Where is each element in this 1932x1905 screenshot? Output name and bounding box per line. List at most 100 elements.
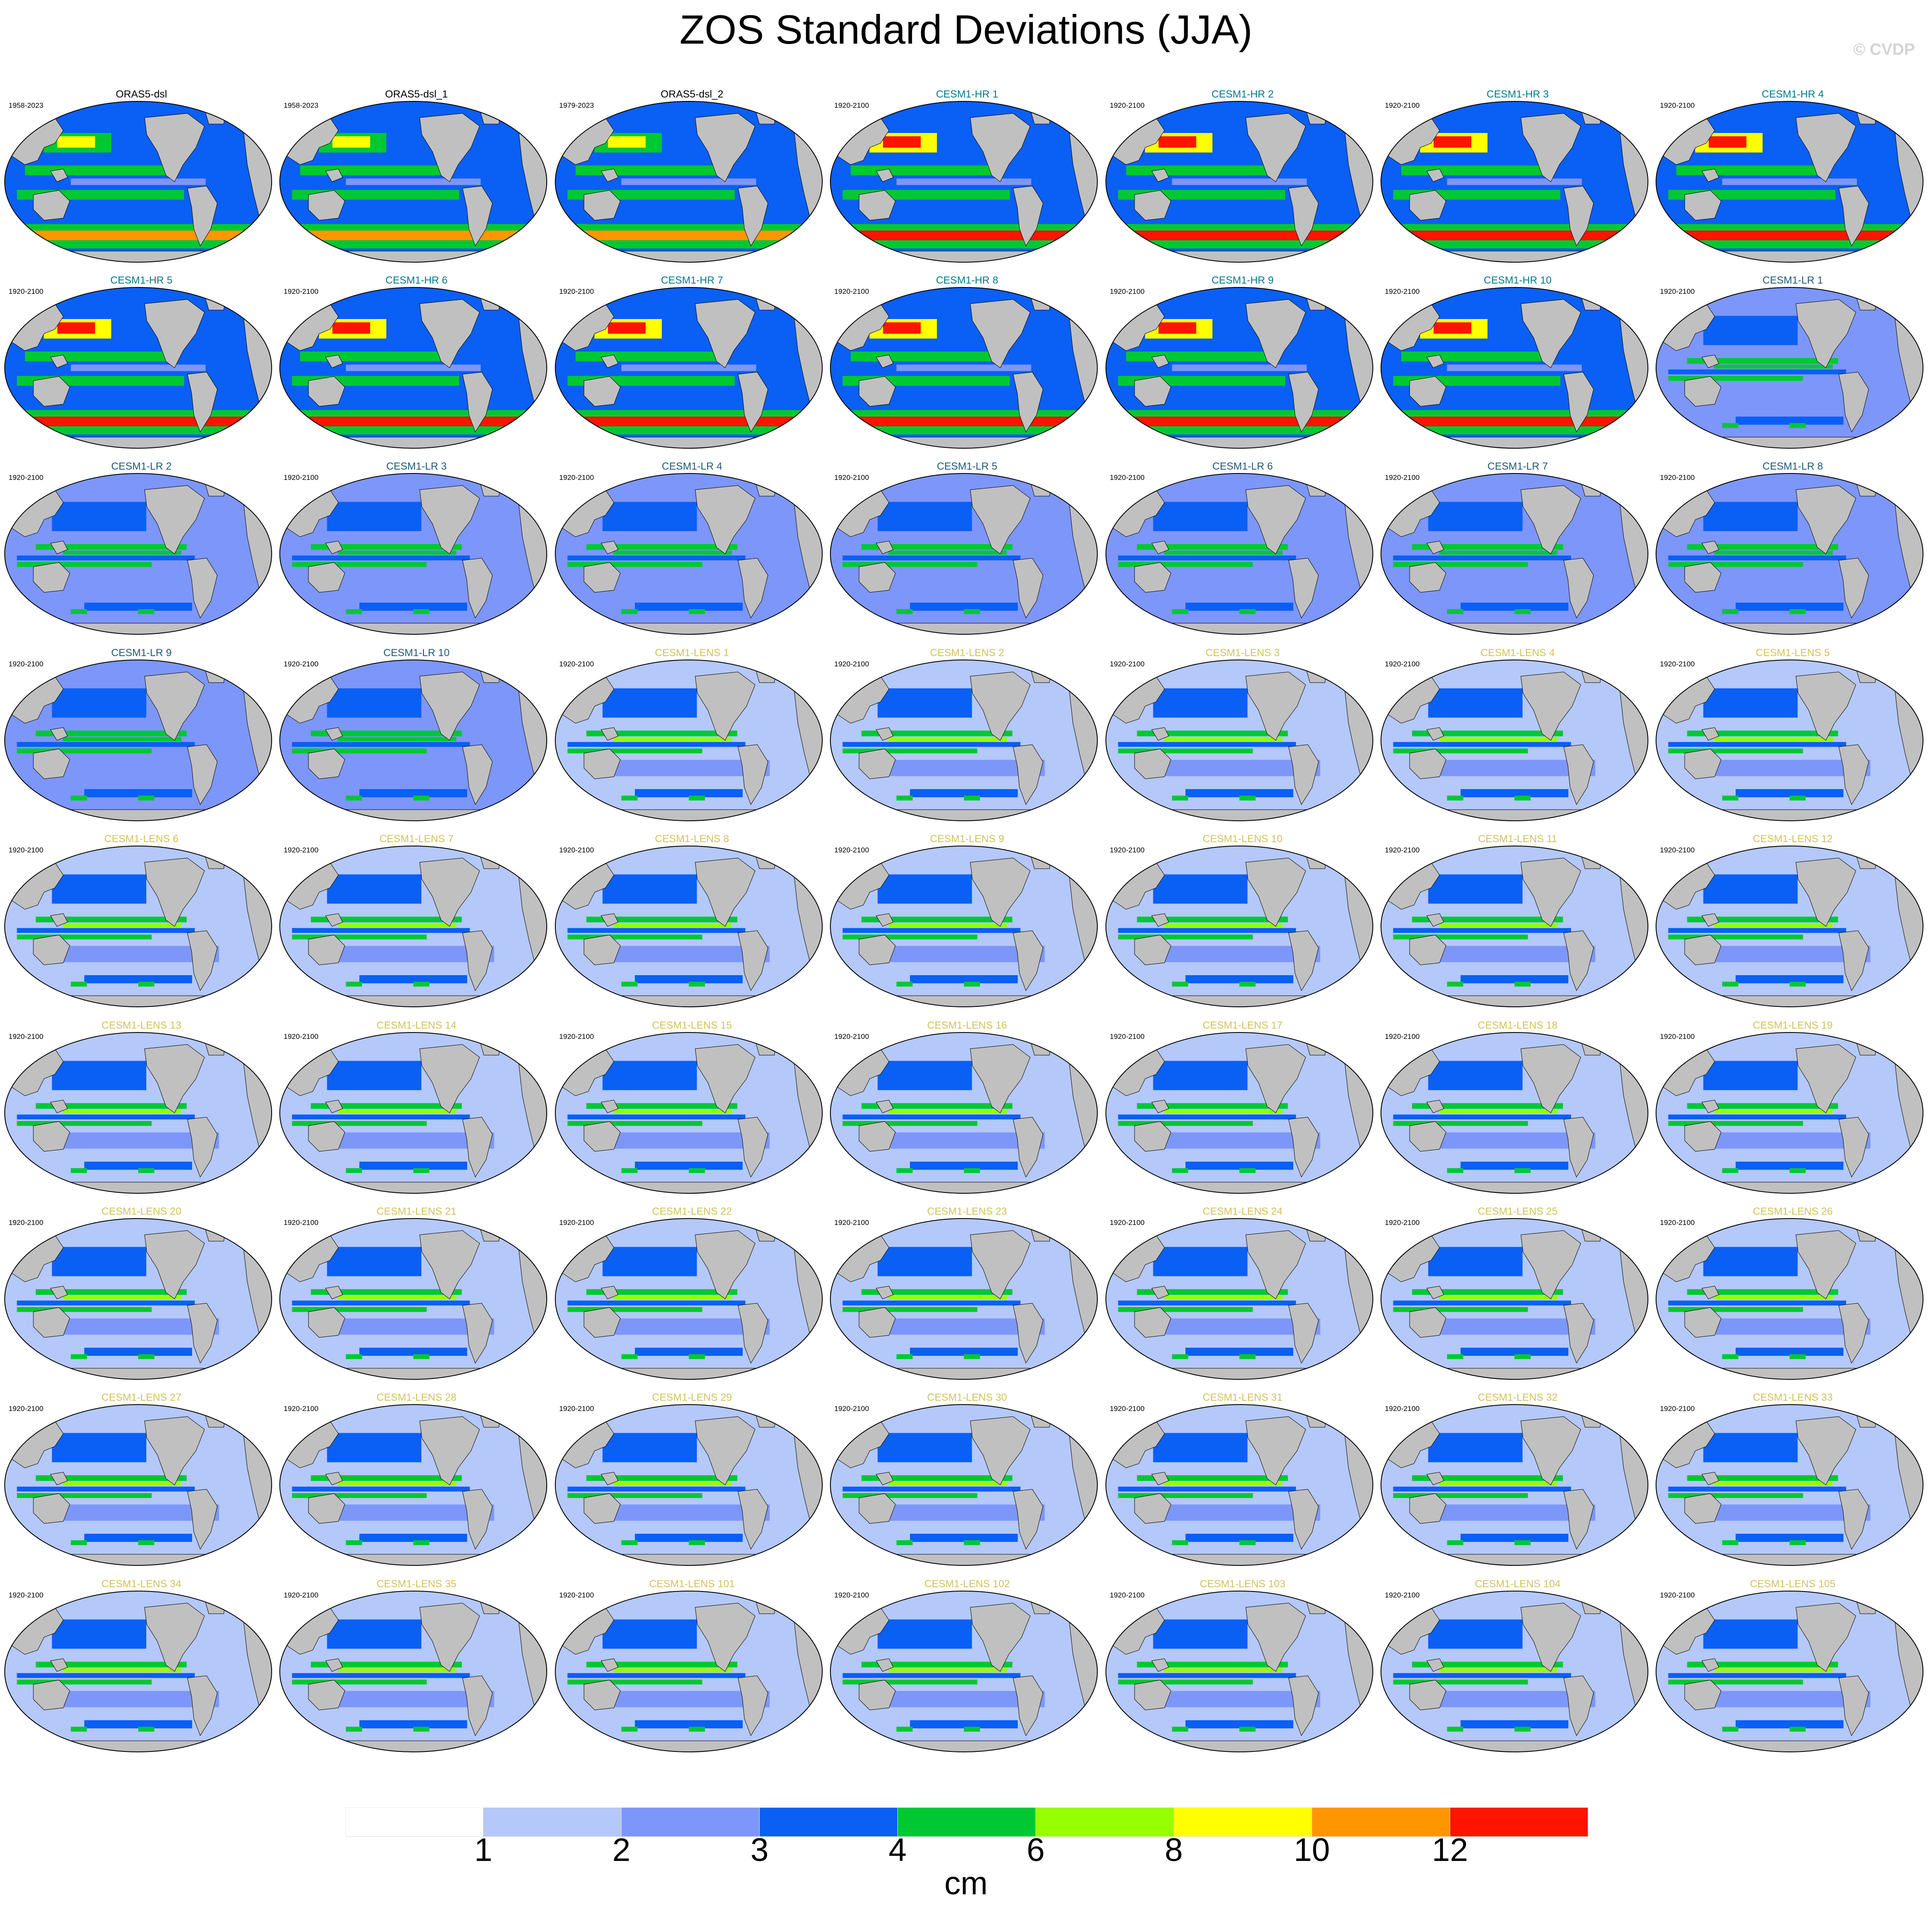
colorbar-swatch xyxy=(1449,1807,1588,1837)
panel-years: 1920-2100 xyxy=(834,1405,869,1413)
panel-title: CESM1-LENS 18 xyxy=(1478,1020,1558,1031)
map-panel: 1920-2100 CESM1-LENS 26 xyxy=(1655,1205,1931,1384)
panel-years: 1920-2100 xyxy=(9,1591,44,1599)
panel-title: CESM1-LENS 33 xyxy=(1753,1392,1833,1403)
panel-title: CESM1-LENS 25 xyxy=(1478,1206,1558,1217)
panel-map xyxy=(1381,1218,1648,1380)
panel-years: 1920-2100 xyxy=(1385,1591,1420,1599)
panel-title: ORAS5-dsl xyxy=(116,89,167,100)
map-panel: 1920-2100 CESM1-LENS 31 xyxy=(1105,1391,1381,1571)
panel-years: 1920-2100 xyxy=(9,287,44,296)
panel-map xyxy=(279,1591,547,1752)
panel-years: 1920-2100 xyxy=(284,287,319,296)
panel-title: CESM1-LENS 7 xyxy=(379,833,454,845)
panel-years: 1920-2100 xyxy=(1660,101,1695,109)
panel-years: 1920-2100 xyxy=(559,1405,594,1413)
map-panel: 1920-2100 CESM1-LENS 7 xyxy=(279,832,554,1012)
map-panel: 1920-2100 CESM1-HR 8 xyxy=(829,274,1105,453)
panel-title: CESM1-LENS 2 xyxy=(930,647,1005,659)
map-panel: 1920-2100 CESM1-LENS 4 xyxy=(1380,646,1656,826)
colorbar-swatch xyxy=(483,1807,622,1837)
map-panel: 1920-2100 CESM1-LENS 20 xyxy=(3,1205,279,1384)
colorbar-swatch xyxy=(621,1807,760,1837)
panel-title: CESM1-LENS 31 xyxy=(1203,1392,1283,1403)
map-panel: 1920-2100 CESM1-HR 4 xyxy=(1655,88,1931,267)
panel-title: CESM1-LENS 6 xyxy=(104,833,179,845)
panel-title: CESM1-LENS 17 xyxy=(1203,1020,1283,1031)
panel-years: 1920-2100 xyxy=(284,660,319,668)
panel-map xyxy=(279,101,547,263)
panel-title: CESM1-LENS 23 xyxy=(927,1206,1007,1217)
panel-title: ORAS5-dsl_2 xyxy=(661,89,723,100)
panel-years: 1979-2023 xyxy=(559,101,594,109)
map-panel: 1920-2100 CESM1-LENS 35 xyxy=(279,1577,554,1757)
panel-years: 1920-2100 xyxy=(1660,287,1695,296)
panel-map xyxy=(1105,1404,1373,1566)
panel-map xyxy=(830,1032,1098,1194)
panel-years: 1958-2023 xyxy=(9,101,44,109)
map-panel: 1920-2100 CESM1-LENS 24 xyxy=(1105,1205,1381,1384)
panel-title: CESM1-HR 3 xyxy=(1486,89,1549,100)
panel-map xyxy=(555,1218,823,1380)
map-panel: 1958-2023 ORAS5-dsl_1 xyxy=(279,88,554,267)
panel-map xyxy=(830,287,1098,449)
panel-years: 1920-2100 xyxy=(284,1591,319,1599)
colorbar-tick-label: 3 xyxy=(750,1832,769,1868)
panel-map xyxy=(1105,101,1373,263)
map-panel: 1920-2100 CESM1-LR 3 xyxy=(279,460,554,639)
map-panel: 1920-2100 CESM1-LENS 15 xyxy=(554,1019,830,1198)
panel-map xyxy=(4,1591,272,1752)
panel-map xyxy=(830,846,1098,1007)
panel-title: CESM1-LENS 101 xyxy=(649,1578,735,1590)
colorbar-tick-label: 12 xyxy=(1431,1832,1468,1868)
panel-title: CESM1-LENS 15 xyxy=(652,1020,732,1031)
panel-years: 1920-2100 xyxy=(1660,473,1695,482)
panel-years: 1920-2100 xyxy=(1385,1032,1420,1041)
panel-map xyxy=(4,1218,272,1380)
panel-map xyxy=(4,1404,272,1566)
panel-years: 1920-2100 xyxy=(9,846,44,854)
panel-map xyxy=(279,1218,547,1380)
map-panel: 1920-2100 CESM1-HR 5 xyxy=(3,274,279,453)
panel-title: CESM1-LENS 30 xyxy=(927,1392,1007,1403)
panel-years: 1920-2100 xyxy=(1660,1591,1695,1599)
panel-title: CESM1-LENS 21 xyxy=(376,1206,456,1217)
map-panel: 1920-2100 CESM1-HR 3 xyxy=(1380,88,1656,267)
figure-title: ZOS Standard Deviations (JJA) xyxy=(679,7,1253,53)
panel-title: CESM1-HR 9 xyxy=(1211,275,1274,286)
panel-title: CESM1-LENS 19 xyxy=(1753,1020,1833,1031)
map-panel: 1920-2100 CESM1-LENS 12 xyxy=(1655,832,1931,1012)
panel-map xyxy=(4,846,272,1007)
panel-map xyxy=(830,1591,1098,1752)
panel-map xyxy=(1105,660,1373,821)
panel-map xyxy=(830,660,1098,821)
panel-map xyxy=(1381,1591,1648,1752)
map-panel: 1920-2100 CESM1-LR 8 xyxy=(1655,460,1931,639)
colorbar-swatch xyxy=(1035,1807,1174,1837)
map-panel: 1920-2100 CESM1-LR 2 xyxy=(3,460,279,639)
panel-map xyxy=(1381,846,1648,1007)
map-panel: 1920-2100 CESM1-LENS 5 xyxy=(1655,646,1931,826)
map-panel: 1920-2100 CESM1-LENS 11 xyxy=(1380,832,1656,1012)
panel-map xyxy=(4,101,272,263)
map-panel: 1979-2023 ORAS5-dsl_2 xyxy=(554,88,830,267)
panel-title: CESM1-LENS 11 xyxy=(1478,833,1557,845)
map-panel: 1920-2100 CESM1-LR 6 xyxy=(1105,460,1381,639)
map-panel: 1920-2100 CESM1-LENS 17 xyxy=(1105,1019,1381,1198)
panel-years: 1920-2100 xyxy=(9,473,44,482)
map-panel: 1920-2100 CESM1-LENS 102 xyxy=(829,1577,1105,1757)
panel-map xyxy=(279,473,547,635)
colorbar-tick-label: 8 xyxy=(1165,1832,1183,1868)
panel-years: 1920-2100 xyxy=(834,846,869,854)
panel-years: 1920-2100 xyxy=(834,660,869,668)
panel-title: CESM1-LENS 28 xyxy=(376,1392,456,1403)
panel-years: 1920-2100 xyxy=(1110,101,1145,109)
panel-map xyxy=(4,660,272,821)
panel-title: CESM1-LENS 27 xyxy=(101,1392,181,1403)
panel-map xyxy=(1381,287,1648,449)
panel-title: CESM1-LENS 22 xyxy=(652,1206,732,1217)
panel-map xyxy=(555,846,823,1007)
panel-years: 1920-2100 xyxy=(1660,1032,1695,1041)
panel-title: CESM1-LR 1 xyxy=(1762,275,1823,286)
panel-years: 1920-2100 xyxy=(1385,1405,1420,1413)
